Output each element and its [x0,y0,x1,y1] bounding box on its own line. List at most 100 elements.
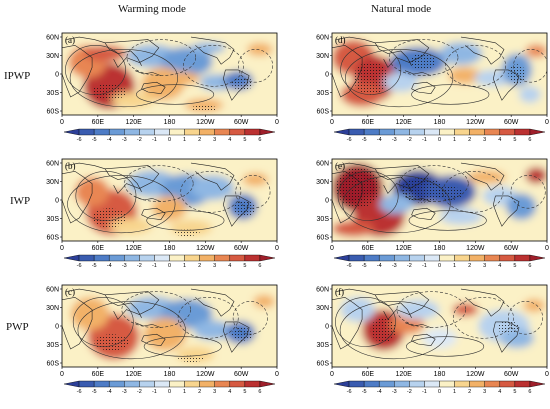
colorbar-segment [124,254,140,262]
colorbar: -6 -5 -4 -3 -2 -1 0 1 2 3 4 5 6 [333,380,546,395]
colorbar-segment [514,380,531,388]
colorbar-segment [454,128,470,136]
colorbar-tick-label: -5 [362,137,367,143]
lon-tick-label: 60E [92,371,105,378]
colorbar-tick-label: 6 [258,389,261,395]
colorbar-segment [229,128,246,136]
colorbar-segment [424,380,440,388]
colorbar-segment [484,254,500,262]
colorbar-tick-label: 5 [243,389,246,395]
lon-tick-label: 120W [466,119,485,126]
colorbar-segment [184,254,200,262]
colorbar-tick-label: -6 [347,263,352,269]
lon-tick-label: 0 [60,371,64,378]
colorbar-tick-label: 4 [228,137,231,143]
colorbar-tick-label: 1 [453,389,456,395]
colorbar-tick-label: 3 [213,389,216,395]
colorbar-tick-label: 2 [198,389,201,395]
lon-tick-label: 60W [504,245,519,252]
colorbar-tick-label: 6 [528,263,531,269]
colorbar-segment [333,128,350,136]
colorbar-segment [78,254,95,262]
lon-tick-label: 0 [330,245,334,252]
lat-tick-label: 60S [317,109,330,116]
colorbar-tick-label: -1 [422,389,427,395]
lon-tick-label: 120E [395,119,412,126]
colorbar-tick-label: 6 [528,389,531,395]
lon-tick-label: 0 [545,371,549,378]
colorbar-tick-label: -4 [377,137,382,143]
colorbar-segment [409,380,425,388]
colorbar-segment [469,380,485,388]
colorbar-tick-label: 1 [453,263,456,269]
lat-tick-label: 30N [316,305,329,312]
row-label-ipwp: IPWP [4,70,31,82]
colorbar-segment [484,380,500,388]
colorbar-tick-label: 0 [438,137,441,143]
colorbar-tick-label: 2 [468,263,471,269]
lat-tick-label: 30N [316,179,329,186]
colorbar-segment [214,380,230,388]
colorbar-segment [184,380,200,388]
colorbar-tick-label: -4 [107,389,112,395]
colorbar-tick-label: 4 [498,263,501,269]
colorbar-tick-label: -3 [122,263,127,269]
colorbar-segment [139,380,155,388]
column-title-warming: Warming mode [118,3,186,15]
colorbar-segment [469,254,485,262]
colorbar-segment [363,128,380,136]
colorbar-tick-label: 3 [483,137,486,143]
lon-tick-label: 60E [362,371,375,378]
colorbar-segment [529,380,546,388]
panel-letter: (e) [335,161,345,171]
colorbar-tick-label: -4 [107,263,112,269]
lon-tick-label: 120W [466,245,485,252]
colorbar-segment [78,128,95,136]
colorbar-segment [379,254,395,262]
colorbar-segment [169,128,185,136]
colorbar-segment [514,254,531,262]
colorbar-tick-label: -4 [377,389,382,395]
colorbar-segment [169,380,185,388]
lon-tick-label: 60W [234,245,249,252]
lon-tick-label: 60E [92,119,105,126]
colorbar-segment [379,380,395,388]
lon-tick-label: 120E [395,245,412,252]
lon-tick-label: 0 [275,371,279,378]
colorbar-segment [154,380,170,388]
colorbar-segment [394,128,410,136]
lon-tick-label: 0 [545,119,549,126]
colorbar-tick-label: -2 [137,389,142,395]
colorbar-tick-label: -3 [392,389,397,395]
colorbar-tick-label: 3 [483,263,486,269]
lon-tick-label: 120W [196,119,215,126]
panel-letter: (b) [65,161,76,171]
lon-tick-label: 0 [330,371,334,378]
colorbar-segment [78,380,95,388]
lon-tick-label: 60W [234,371,249,378]
colorbar-tick-label: 5 [513,389,516,395]
colorbar-tick-label: -5 [92,263,97,269]
lat-tick-label: 60N [316,161,329,168]
colorbar-segment [499,254,516,262]
colorbar-segment [124,380,140,388]
colorbar-segment [169,254,185,262]
colorbar-segment [109,254,125,262]
colorbar-tick-label: 1 [183,137,186,143]
colorbar-tick-label: -2 [137,263,142,269]
colorbar-segment [124,128,140,136]
colorbar-tick-label: -6 [77,137,82,143]
colorbar-tick-label: 3 [213,263,216,269]
colorbar-segment [499,380,516,388]
lon-tick-label: 180 [164,245,176,252]
colorbar: -6 -5 -4 -3 -2 -1 0 1 2 3 4 5 6 [333,128,546,143]
colorbar-segment [259,380,276,388]
colorbar-segment [184,128,200,136]
colorbar-tick-label: -2 [137,137,142,143]
colorbar-segment [63,128,80,136]
lon-tick-label: 0 [60,245,64,252]
colorbar-segment [499,128,516,136]
colorbar-tick-label: 5 [513,137,516,143]
colorbar-segment [154,254,170,262]
